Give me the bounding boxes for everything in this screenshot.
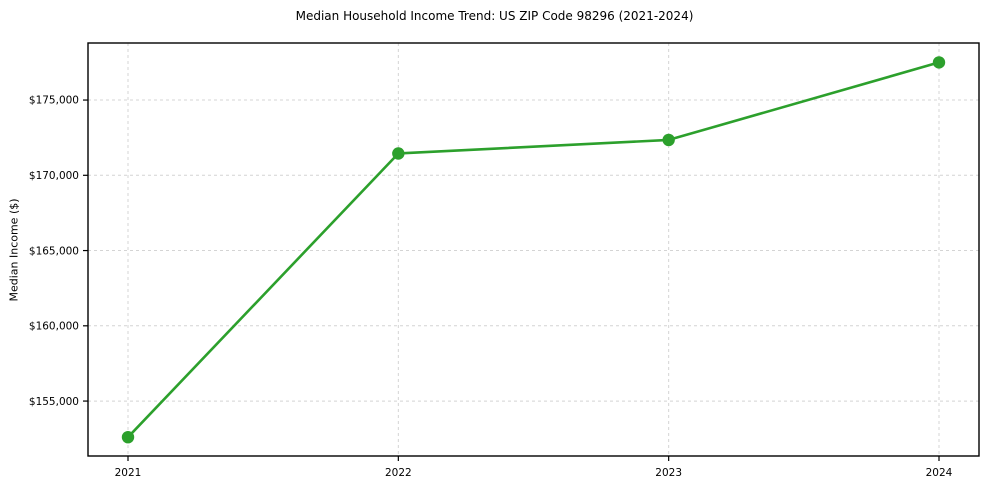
data-point-marker: [121, 430, 135, 444]
x-tick-label: 2024: [926, 467, 953, 479]
plot-border: [87, 42, 980, 457]
axes-background: [88, 43, 979, 456]
y-tick-label: $155,000: [29, 396, 79, 408]
y-tick-label: $160,000: [29, 321, 79, 333]
data-point-marker: [392, 147, 405, 160]
y-tick-label: $165,000: [29, 245, 79, 257]
trend-line: [126, 61, 941, 439]
x-tick-label: 2021: [115, 467, 142, 479]
x-tick-label: 2022: [385, 467, 412, 479]
chart-title: Median Household Income Trend: US ZIP Co…: [295, 9, 694, 23]
data-point-marker: [932, 56, 946, 69]
y-tick-label: $170,000: [29, 170, 79, 182]
x-tick-label: 2023: [655, 467, 682, 479]
data-point-marker: [662, 133, 675, 147]
y-tick-label: $175,000: [29, 95, 79, 107]
